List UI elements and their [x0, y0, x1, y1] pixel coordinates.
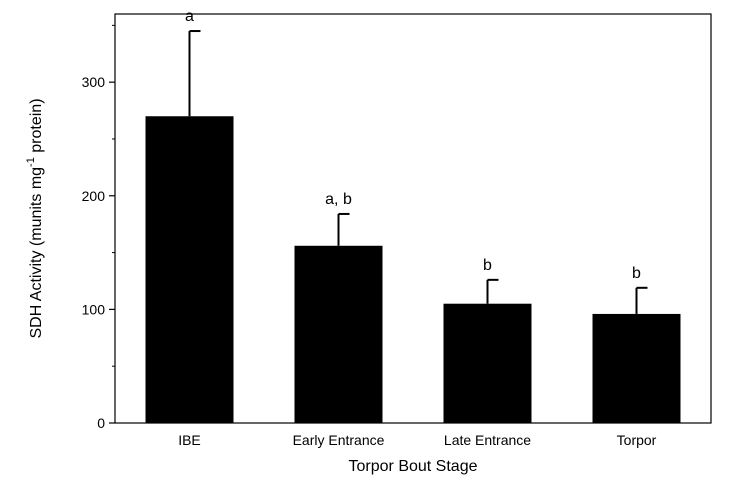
- bar: [145, 116, 234, 423]
- y-tick-label: 0: [97, 415, 105, 431]
- y-axis-title-suffix: protein): [28, 98, 45, 157]
- significance-labels-layer: a a, b b b: [185, 8, 641, 282]
- x-tick-label: Late Entrance: [444, 432, 531, 448]
- significance-label: b: [483, 257, 492, 274]
- error-bar: [337, 212, 350, 246]
- significance-label: a, b: [325, 191, 352, 208]
- bars-layer: [145, 116, 681, 423]
- plot-frame: [114, 13, 712, 424]
- bar: [592, 313, 681, 423]
- x-tick-label: Torpor: [617, 432, 657, 448]
- bar: [294, 245, 383, 423]
- y-axis-title: SDH Activity (munits mg-1 protein): [25, 98, 45, 338]
- y-axis-title-prefix: SDH Activity (munits mg: [28, 167, 45, 339]
- x-axis-title: Torpor Bout Stage: [349, 458, 478, 475]
- y-tick-label: 100: [82, 301, 106, 317]
- y-tick-label: 200: [82, 188, 106, 204]
- axes-layer: [114, 13, 712, 424]
- error-bar: [188, 30, 201, 117]
- error-bars-layer: [188, 30, 648, 314]
- x-tick-label: Early Entrance: [293, 432, 385, 448]
- ticks-layer: IBE Early Entrance Late Entrance Torpor 0 100…: [82, 24, 657, 448]
- y-tick-label: 300: [82, 74, 106, 90]
- error-bar: [486, 278, 499, 304]
- x-tick-label: IBE: [178, 432, 201, 448]
- bar: [443, 303, 532, 423]
- significance-label: b: [632, 265, 641, 282]
- significance-label: a: [185, 8, 194, 25]
- error-bar: [635, 286, 648, 314]
- y-axis-title-superscript: -1: [25, 157, 37, 167]
